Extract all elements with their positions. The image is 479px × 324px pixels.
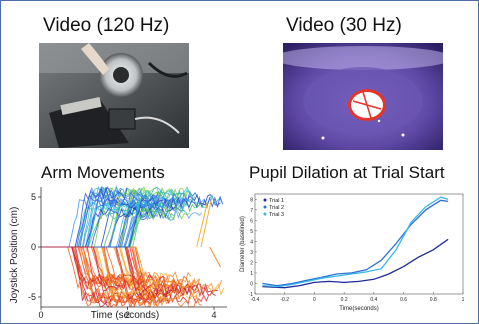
- eye-photo: [283, 43, 443, 150]
- arm-ylabel: Joystick Position (cm): [9, 207, 20, 304]
- arm-trace: [41, 246, 158, 306]
- arm-y-tick-label: 0: [31, 242, 36, 252]
- arm-trace: [41, 246, 122, 292]
- pupil-y-tick-label: 7: [250, 208, 253, 214]
- pupil-y-tick-label: 8: [250, 197, 253, 203]
- arm-x-tick-label: 4: [212, 310, 217, 320]
- pupil-y-tick-label: 1: [250, 271, 253, 277]
- pupil-dilation-title: Pupil Dilation at Trial Start: [249, 163, 445, 182]
- pupil-x-tick-label: 0.6: [400, 297, 407, 303]
- arm-trace: [41, 246, 155, 295]
- pupil-y-tick-label: 3: [250, 250, 253, 256]
- arm-trace: [41, 246, 157, 308]
- video-120-frame: [39, 43, 189, 148]
- arm-y-tick-label: 5: [31, 192, 36, 202]
- arm-xlabel: Time (seconds): [91, 310, 160, 321]
- arm-trace: [41, 246, 198, 301]
- pupil-y-tick-label: 6: [250, 218, 253, 224]
- arm-trace: [41, 194, 159, 248]
- video-30-frame: [283, 43, 443, 150]
- arm-x-tick-label: 2: [125, 310, 130, 320]
- video-120-title: Video (120 Hz): [43, 15, 170, 36]
- arm-trace: [41, 246, 153, 300]
- arm-trace: [41, 196, 160, 248]
- arm-trace: [41, 208, 203, 248]
- pupil-ylabel: Diameter (baselined): [240, 216, 246, 272]
- arm-trace: [41, 203, 140, 248]
- pupil-series-line: [262, 199, 449, 287]
- arm-y-tick-label: -5: [28, 292, 36, 302]
- pupil-plot-area: [254, 193, 464, 295]
- arm-trace: [41, 196, 133, 248]
- pupil-y-tick-label: 0: [250, 281, 253, 287]
- arm-trace: [41, 209, 118, 248]
- pupil-series-line: [262, 196, 449, 288]
- pupil-legend-marker: [263, 205, 267, 209]
- pupil-legend-marker: [263, 212, 267, 216]
- arm-x-tick-label: 0: [38, 310, 43, 320]
- pupil-legend-marker: [263, 198, 267, 202]
- pupil-legend-label: Trial 3: [269, 212, 284, 218]
- arm-trace: [41, 246, 146, 291]
- pupil-legend-label: Trial 2: [269, 205, 284, 211]
- pupil-x-tick-label: -0.2: [280, 297, 289, 303]
- arm-trace: [41, 200, 209, 248]
- pupil-y-tick-label: -1: [249, 292, 254, 298]
- arm-trace: [41, 185, 128, 248]
- arm-trace: [200, 196, 213, 248]
- pupil-x-tick-label: -0.4: [251, 297, 260, 303]
- arm-trace: [41, 246, 185, 300]
- arm-trace: [196, 201, 208, 248]
- pupil-x-tick-label: 0.8: [430, 297, 437, 303]
- pupil-dilation-chart: -0.4 -0.2 0 0.2 0.4 0.6 0.8 1 -1 0 1 2 3 4 5 6 7 8 Trial …: [231, 186, 471, 314]
- arm-movements-chart: Joystick Position (cm) Time (seconds) 0 2…: [9, 185, 227, 321]
- arm-trace: [41, 186, 193, 248]
- pupil-x-tick-label: 0: [313, 297, 316, 303]
- pupil-legend-label: Trial 1: [269, 198, 284, 204]
- arm-trace: [41, 246, 192, 284]
- arm-trace: [41, 246, 183, 291]
- arm-trace: [41, 207, 171, 248]
- arm-movements-title: Arm Movements: [41, 163, 165, 182]
- pupil-x-tick-label: 0.2: [341, 297, 348, 303]
- pupil-series-line: [262, 238, 449, 289]
- arm-trace: [41, 206, 190, 248]
- pupil-x-tick-label: 1: [462, 297, 465, 303]
- pupil-y-tick-label: 4: [250, 239, 253, 245]
- pupil-y-tick-label: 5: [250, 229, 253, 235]
- arm-trace: [41, 188, 196, 248]
- arm-trace: [41, 193, 119, 248]
- arm-trace: [41, 189, 133, 248]
- pupil-xlabel: Time(seconds): [339, 306, 378, 312]
- arm-trace: [209, 246, 221, 268]
- video-30-title: Video (30 Hz): [286, 15, 402, 36]
- pupil-y-tick-label: 2: [250, 260, 253, 266]
- pupil-x-tick-label: 0.4: [370, 297, 377, 303]
- arm-trace: [41, 246, 223, 292]
- lab-setup-photo: [39, 43, 189, 148]
